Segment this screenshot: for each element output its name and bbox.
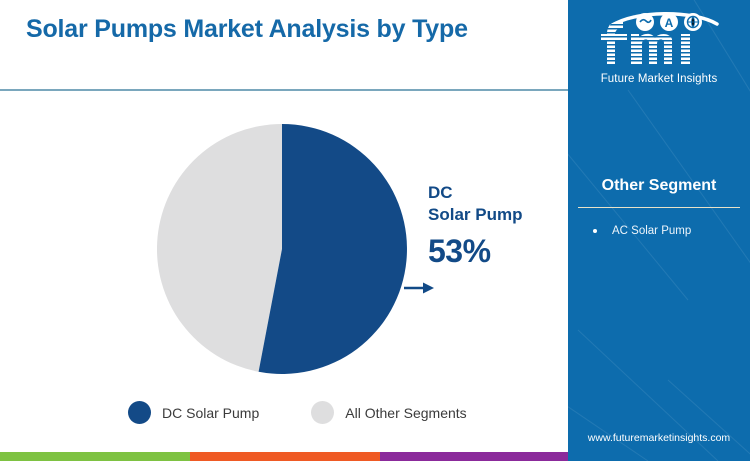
callout-value: 53%	[428, 233, 491, 270]
arrow-right-icon	[404, 282, 434, 294]
chart-area: DC Solar Pump 53% DC Solar Pump All Othe…	[0, 92, 568, 448]
legend-item-dc-solar-pump[interactable]: DC Solar Pump	[128, 401, 259, 424]
callout-label-line1: DC	[428, 183, 453, 202]
logo-tagline: Future Market Insights	[600, 73, 718, 85]
website-url[interactable]: www.futuremarketinsights.com	[587, 432, 731, 444]
page-title: Solar Pumps Market Analysis by Type	[26, 15, 468, 43]
strip-segment-purple	[380, 452, 568, 461]
legend-label: All Other Segments	[345, 404, 467, 421]
fmi-logo[interactable]: A Future Market Insights	[568, 8, 750, 85]
bullet-icon	[593, 229, 597, 233]
legend-label: DC Solar Pump	[162, 404, 260, 421]
legend-item-all-other-segments[interactable]: All Other Segments	[311, 401, 467, 424]
fmi-logo-icon: A	[601, 12, 719, 64]
callout-label-line2: Solar Pump	[428, 205, 523, 225]
other-segment-list: AC Solar Pump	[590, 222, 746, 240]
other-segment-divider	[578, 207, 740, 208]
chart-legend: DC Solar Pump All Other Segments	[128, 401, 467, 424]
legend-swatch-icon	[311, 401, 335, 424]
pie-chart	[157, 124, 407, 374]
panel-texture-decoration	[568, 0, 750, 461]
bottom-color-strip	[0, 452, 568, 461]
header-divider	[0, 89, 568, 91]
pie-slice-all-other-segments	[157, 124, 282, 372]
other-segment-heading: Other Segment	[601, 177, 717, 194]
list-item-label: AC Solar Pump	[612, 225, 692, 237]
pie-callout: DC Solar Pump 53%	[428, 182, 522, 267]
side-panel: A Future Market Insights Other Segment A…	[568, 0, 750, 461]
pie-slice-dc-solar-pump	[258, 124, 407, 374]
legend-swatch-icon	[128, 401, 151, 424]
strip-segment-orange	[190, 452, 380, 461]
strip-segment-green	[0, 452, 190, 461]
list-item: AC Solar Pump	[590, 222, 746, 240]
svg-text:A: A	[665, 16, 674, 30]
